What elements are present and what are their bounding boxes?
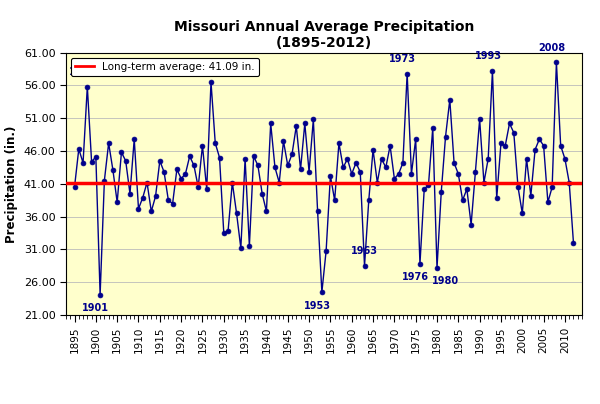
Text: 1980: 1980: [432, 276, 459, 286]
Text: 1898: 1898: [70, 67, 97, 77]
Text: 1927: 1927: [193, 62, 220, 72]
Text: 1963: 1963: [351, 246, 378, 256]
Text: 1973: 1973: [389, 54, 416, 64]
Text: 1901: 1901: [82, 303, 109, 313]
Title: Missouri Annual Average Precipitation
(1895-2012): Missouri Annual Average Precipitation (1…: [174, 20, 474, 50]
Legend: Long-term average: 41.09 in.: Long-term average: 41.09 in.: [71, 58, 259, 76]
Y-axis label: Precipitation (in.): Precipitation (in.): [5, 125, 18, 242]
Text: 1953: 1953: [304, 301, 331, 311]
Text: 1976: 1976: [402, 272, 429, 282]
Text: 2008: 2008: [539, 42, 566, 53]
Text: 1993: 1993: [475, 51, 502, 61]
